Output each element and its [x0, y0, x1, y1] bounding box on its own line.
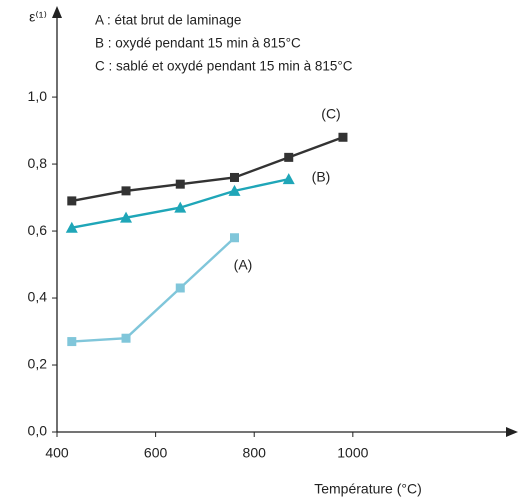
- series-line: [71, 136, 344, 203]
- point-marker: [229, 172, 239, 182]
- point-marker: [229, 233, 239, 243]
- point-marker: [121, 333, 131, 343]
- series-annotation: (C): [321, 106, 340, 122]
- point-marker: [284, 152, 294, 162]
- point-marker: [338, 132, 348, 142]
- legend-text: B : oxydé pendant 15 min à 815°C: [95, 36, 301, 51]
- point-marker: [121, 186, 131, 196]
- point-marker: [175, 283, 185, 293]
- series-line: [71, 236, 236, 343]
- y-tick-label: 0,4: [28, 289, 48, 305]
- point-marker: [175, 179, 185, 189]
- legend-text: C : sablé et oxydé pendant 15 min à 815°…: [95, 59, 353, 74]
- series-annotation: (A): [234, 257, 253, 273]
- point-marker: [228, 184, 241, 196]
- x-tick-label: 600: [144, 445, 168, 461]
- point-marker: [67, 337, 77, 347]
- y-tick-label: 0,2: [28, 356, 48, 372]
- y-axis-arrow: [52, 6, 62, 18]
- x-axis-title: Température (°C): [314, 481, 422, 497]
- y-tick-label: 1,0: [28, 88, 48, 104]
- legend-text: A : état brut de laminage: [95, 13, 241, 28]
- x-tick-label: 400: [45, 445, 69, 461]
- point-marker: [67, 196, 77, 206]
- x-axis-arrow: [506, 427, 518, 437]
- x-tick-label: 800: [243, 445, 267, 461]
- point-marker: [174, 201, 187, 213]
- y-axis-title: ε⁽¹⁾: [29, 9, 47, 25]
- point-marker: [65, 221, 78, 233]
- y-tick-label: 0,0: [28, 423, 48, 439]
- y-tick-label: 0,6: [28, 222, 48, 238]
- point-marker: [282, 173, 295, 185]
- series-annotation: (B): [312, 169, 331, 185]
- x-tick-label: 1000: [337, 445, 368, 461]
- point-marker: [120, 211, 133, 223]
- y-tick-label: 0,8: [28, 155, 48, 171]
